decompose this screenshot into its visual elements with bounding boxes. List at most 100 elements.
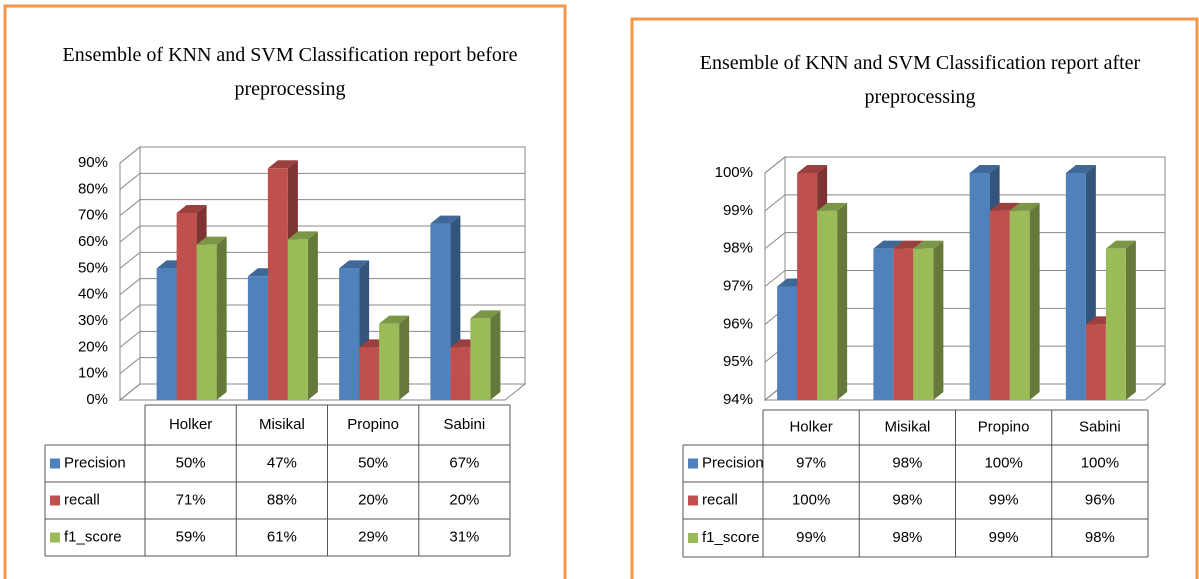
grid-line: [119, 146, 141, 164]
bar: [287, 231, 318, 400]
bar-front: [1105, 248, 1126, 400]
bar-top: [470, 310, 501, 319]
chart-frame: [3, 4, 567, 579]
bar-front: [176, 213, 197, 400]
bar-front: [359, 347, 380, 400]
legend-label: f1_score: [702, 529, 760, 546]
bar-top: [196, 236, 227, 245]
bar: [817, 202, 848, 400]
bar-top: [969, 165, 1000, 173]
legend-label: Precision: [702, 454, 764, 471]
bar-front: [430, 223, 451, 400]
table-value: 99%: [989, 491, 1019, 508]
x-tick-label: Holker: [169, 416, 212, 433]
bar-front: [873, 248, 894, 400]
bar-top: [913, 240, 944, 249]
legend-label: Precision: [64, 454, 126, 471]
grid-line: [119, 383, 141, 401]
grid-line: [764, 232, 786, 250]
bar-front: [913, 248, 934, 400]
bar: [470, 310, 501, 400]
table-value: 100%: [984, 454, 1022, 471]
bar: [1105, 240, 1136, 400]
bar-front: [196, 244, 217, 400]
bar-top: [176, 205, 207, 214]
grid-line: [764, 270, 786, 287]
bar: [379, 315, 410, 400]
bar-top: [817, 202, 848, 211]
bar-top: [1009, 202, 1040, 211]
bar-front: [989, 210, 1010, 400]
bar-top: [797, 165, 828, 173]
y-tick-label: 0%: [86, 391, 108, 408]
y-tick-label: 98%: [723, 240, 753, 257]
bar-side: [933, 240, 944, 400]
table-value: 47%: [267, 454, 297, 471]
bar-front: [817, 210, 838, 400]
bar-front: [450, 347, 471, 400]
side-wall: [119, 145, 141, 402]
y-tick-label: 50%: [78, 259, 108, 276]
y-tick-label: 80%: [78, 180, 108, 197]
table-value: 31%: [449, 528, 479, 545]
table-value: 99%: [796, 529, 826, 546]
table-value: 20%: [358, 491, 388, 508]
bar-side: [399, 315, 410, 400]
legend-swatch: [50, 495, 60, 506]
table-value: 99%: [989, 529, 1019, 546]
chart-title: Ensemble of KNN and SVM Classification r…: [699, 52, 1141, 108]
bar-front: [156, 268, 177, 400]
bar-front: [267, 168, 288, 400]
y-tick-label: 100%: [715, 164, 753, 181]
bar: [913, 240, 944, 400]
bar-front: [893, 248, 914, 400]
table-value: 96%: [1085, 491, 1115, 508]
legend-label: recall: [702, 491, 738, 508]
bar-side: [1125, 240, 1136, 400]
table-value: 88%: [267, 491, 297, 508]
legend-label: f1_score: [64, 528, 122, 545]
bar-front: [1009, 210, 1030, 400]
bar: [196, 236, 227, 400]
table-value: 98%: [892, 454, 922, 471]
legend-swatch: [50, 458, 60, 469]
y-tick-label: 30%: [78, 312, 108, 329]
x-tick-label: Holker: [789, 418, 832, 435]
legend-swatch: [688, 495, 698, 506]
bar-front: [1065, 173, 1086, 400]
bar-top: [379, 315, 410, 324]
table-value: 71%: [176, 491, 206, 508]
y-tick-label: 97%: [723, 277, 753, 294]
bar-front: [969, 173, 990, 400]
bar-front: [247, 276, 268, 400]
bar-top: [1065, 165, 1096, 173]
bar-top: [287, 231, 318, 240]
bar-side: [216, 236, 227, 400]
x-tick-label: Misikal: [259, 416, 305, 433]
bar-side: [490, 310, 501, 400]
grid-line: [119, 172, 141, 190]
table-value: 61%: [267, 528, 297, 545]
grid-line: [764, 156, 786, 174]
grid-line: [119, 330, 141, 348]
table-value: 97%: [796, 454, 826, 471]
bar-front: [470, 318, 491, 400]
bar-top: [1105, 240, 1136, 249]
grid-line: [119, 357, 141, 375]
legend-swatch: [688, 458, 698, 469]
chart-frame: [630, 17, 1199, 579]
y-tick-label: 90%: [78, 154, 108, 171]
bar-front: [287, 239, 308, 400]
table-value: 100%: [1081, 454, 1119, 471]
bar-top: [430, 215, 461, 224]
x-tick-label: Propino: [978, 418, 1030, 435]
y-tick-label: 10%: [78, 365, 108, 382]
table-value: 29%: [358, 528, 388, 545]
x-tick-label: Sabini: [444, 416, 486, 433]
chart-title: Ensemble of KNN and SVM Classification r…: [62, 44, 518, 100]
bar-top: [267, 160, 298, 169]
grid-line: [119, 225, 141, 243]
grid-line: [119, 278, 141, 296]
